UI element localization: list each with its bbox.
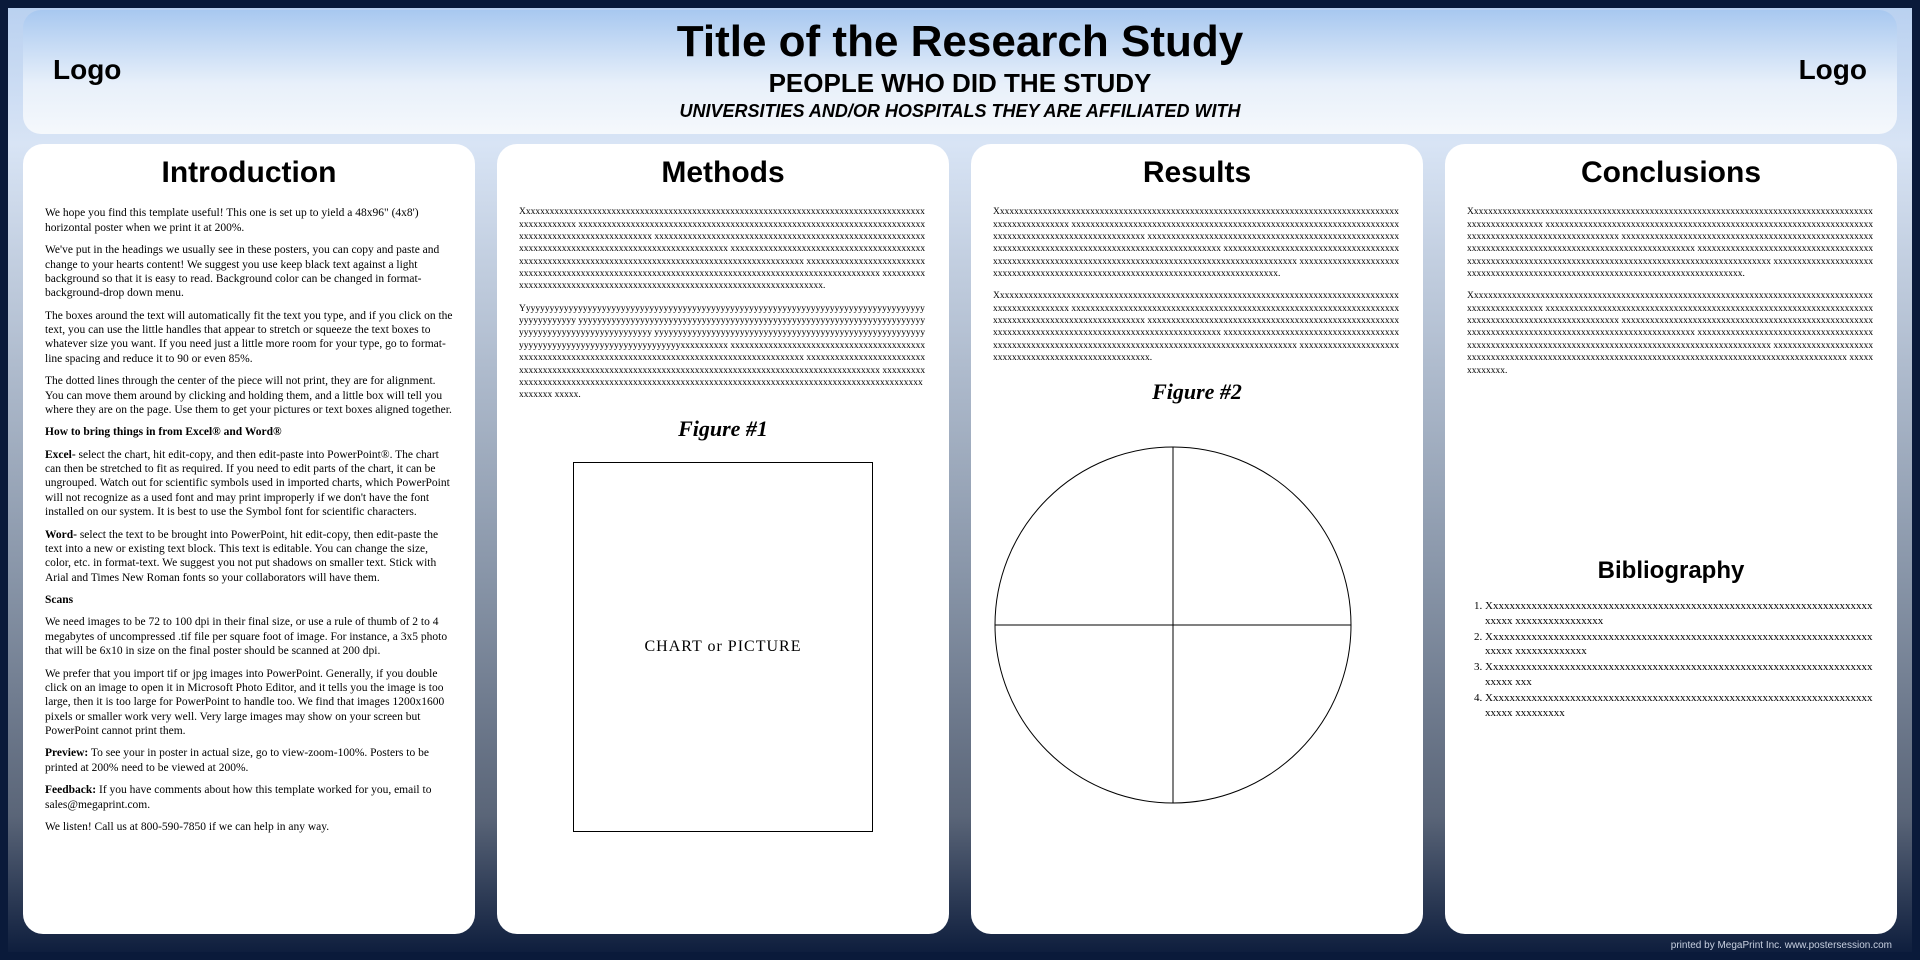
footer-credit: printed by MegaPrint Inc. www.postersess… [1671,940,1892,951]
logo-right: Logo [1727,54,1867,86]
logo-left: Logo [53,54,193,86]
scans-p2: We prefer that you import tif or jpg ima… [45,667,453,739]
intro-heading: Introduction [45,156,453,190]
conclusions-heading: Conclusions [1467,156,1875,190]
intro-p: The boxes around the text will automatic… [45,309,453,367]
results-filler-2: Xxxxxxxxxxxxxxxxxxxxxxxxxxxxxxxxxxxxxxxx… [993,290,1401,364]
methods-filler-1: Xxxxxxxxxxxxxxxxxxxxxxxxxxxxxxxxxxxxxxxx… [519,206,927,292]
methods-heading: Methods [519,156,927,190]
word-text: select the text to be brought into Power… [45,529,438,584]
poster-affiliation: UNIVERSITIES AND/OR HOSPITALS THEY ARE A… [193,101,1727,122]
intro-p: We hope you find this template useful! T… [45,206,453,235]
figure-1-label: Figure #1 [519,416,927,442]
bib-item: Xxxxxxxxxxxxxxxxxxxxxxxxxxxxxxxxxxxxxxxx… [1485,599,1875,629]
panel-conclusions: Conclusions Xxxxxxxxxxxxxxxxxxxxxxxxxxxx… [1445,144,1897,934]
figure-2-label: Figure #2 [993,379,1401,405]
chart-placeholder-text: CHART or PICTURE [645,638,802,656]
scans-p1: We need images to be 72 to 100 dpi in th… [45,615,453,658]
intro-p: We've put in the headings we usually see… [45,243,453,301]
feedback-label: Feedback: [45,784,96,796]
poster-header: Logo Title of the Research Study PEOPLE … [23,10,1897,134]
columns: Introduction We hope you find this templ… [8,144,1912,934]
chart-placeholder-box: CHART or PICTURE [573,462,873,832]
pie-chart-icon [993,445,1353,805]
conclusions-filler-2: Xxxxxxxxxxxxxxxxxxxxxxxxxxxxxxxxxxxxxxxx… [1467,290,1875,376]
excel-text: select the chart, hit edit-copy, and the… [45,449,450,519]
methods-filler-2: Yyyyyyyyyyyyyyyyyyyyyyyyyyyyyyyyyyyyyyyy… [519,303,927,402]
conclusions-filler-1: Xxxxxxxxxxxxxxxxxxxxxxxxxxxxxxxxxxxxxxxx… [1467,206,1875,280]
excel-label: Excel- [45,449,76,461]
preview-label: Preview: [45,747,88,759]
intro-excel: Excel- select the chart, hit edit-copy, … [45,448,453,520]
intro-p: The dotted lines through the center of t… [45,374,453,417]
intro-subhead-scans: Scans [45,593,453,607]
preview-text: To see your in poster in actual size, go… [45,747,429,773]
panel-introduction: Introduction We hope you find this templ… [23,144,475,934]
panel-methods: Methods Xxxxxxxxxxxxxxxxxxxxxxxxxxxxxxxx… [497,144,949,934]
poster-authors: PEOPLE WHO DID THE STUDY [193,68,1727,99]
poster-title: Title of the Research Study [193,18,1727,66]
intro-closing: We listen! Call us at 800-590-7850 if we… [45,820,453,834]
results-heading: Results [993,156,1401,190]
intro-word: Word- select the text to be brought into… [45,528,453,586]
bibliography-heading: Bibliography [1467,557,1875,585]
bib-item: Xxxxxxxxxxxxxxxxxxxxxxxxxxxxxxxxxxxxxxxx… [1485,630,1875,660]
intro-subhead-excel-word: How to bring things in from Excel® and W… [45,425,453,439]
feedback-text: If you have comments about how this temp… [45,784,431,810]
panel-results: Results Xxxxxxxxxxxxxxxxxxxxxxxxxxxxxxxx… [971,144,1423,934]
bib-item: Xxxxxxxxxxxxxxxxxxxxxxxxxxxxxxxxxxxxxxxx… [1485,660,1875,690]
intro-feedback: Feedback: If you have comments about how… [45,783,453,812]
bibliography-list: Xxxxxxxxxxxxxxxxxxxxxxxxxxxxxxxxxxxxxxxx… [1467,599,1875,721]
intro-body: We hope you find this template useful! T… [45,206,453,834]
word-label: Word- [45,529,77,541]
bib-item: Xxxxxxxxxxxxxxxxxxxxxxxxxxxxxxxxxxxxxxxx… [1485,691,1875,721]
header-center: Title of the Research Study PEOPLE WHO D… [193,18,1727,122]
results-filler-1: Xxxxxxxxxxxxxxxxxxxxxxxxxxxxxxxxxxxxxxxx… [993,206,1401,280]
intro-preview: Preview: To see your in poster in actual… [45,746,453,775]
